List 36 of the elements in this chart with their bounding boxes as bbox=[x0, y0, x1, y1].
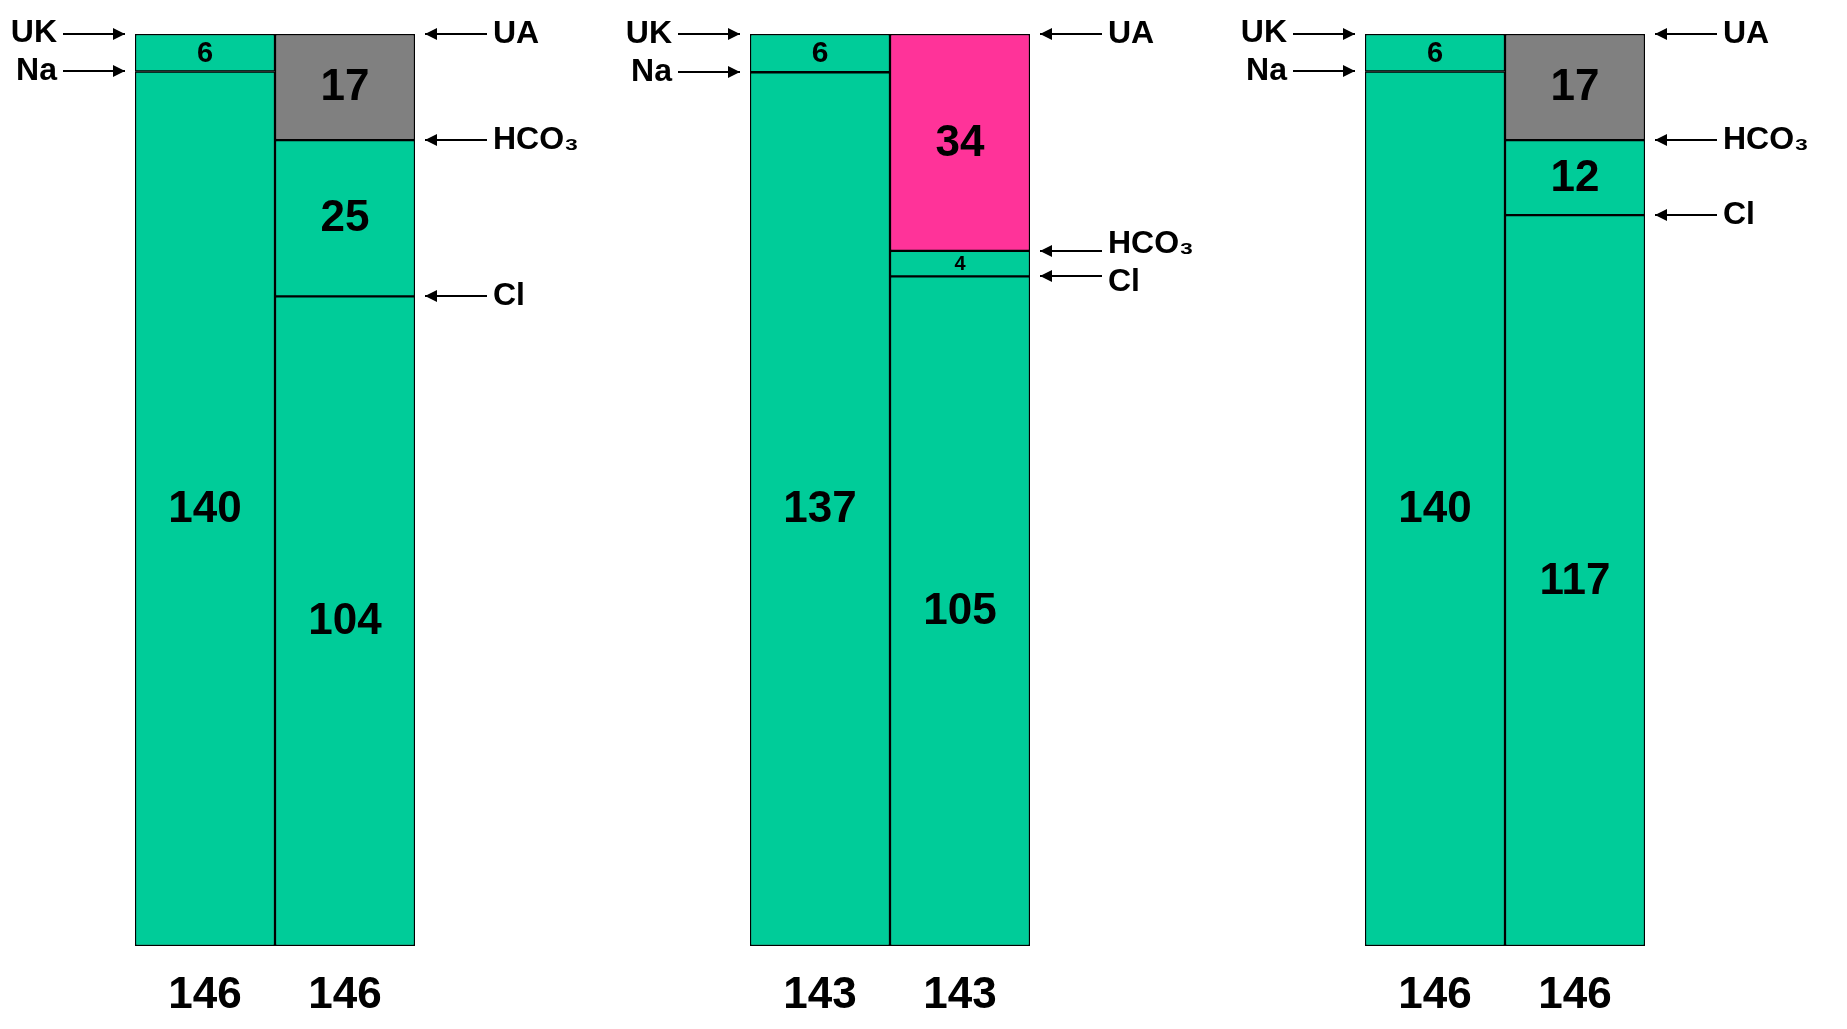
text: Cl bbox=[493, 275, 525, 312]
data-label: 117 bbox=[1539, 553, 1611, 603]
data-label: 4 bbox=[954, 252, 967, 275]
data-label: 17 bbox=[1550, 60, 1600, 110]
text: UK bbox=[625, 13, 672, 50]
text: UA bbox=[1723, 13, 1770, 50]
data-label: 34 bbox=[935, 115, 985, 165]
text: UA bbox=[493, 13, 540, 50]
text: UK bbox=[10, 13, 57, 50]
data-label: 6 bbox=[196, 35, 214, 68]
text: Cl bbox=[1108, 262, 1140, 299]
text: UK bbox=[1240, 13, 1287, 50]
text: Na bbox=[1246, 51, 1288, 88]
data-label: 105 bbox=[923, 584, 997, 634]
text: Na bbox=[631, 51, 673, 88]
data-label: 137 bbox=[783, 482, 857, 532]
data-label: 12 bbox=[1550, 150, 1600, 200]
text: HCO₃ bbox=[1723, 119, 1809, 156]
total-label: 143 bbox=[923, 968, 997, 1018]
text: UA bbox=[1108, 13, 1155, 50]
text: Na bbox=[16, 51, 58, 88]
total-label: 146 bbox=[1538, 968, 1612, 1018]
total-label: 143 bbox=[783, 968, 857, 1018]
data-label: 17 bbox=[320, 60, 370, 110]
total-label: 146 bbox=[308, 968, 382, 1018]
text: Cl bbox=[1723, 194, 1755, 231]
data-label: 104 bbox=[308, 594, 383, 644]
data-label: 140 bbox=[168, 481, 242, 531]
data-label: 140 bbox=[1398, 481, 1472, 531]
text: HCO₃ bbox=[1108, 224, 1194, 261]
total-label: 146 bbox=[168, 968, 242, 1018]
data-label: 6 bbox=[1426, 35, 1444, 68]
data-label: 6 bbox=[811, 35, 829, 69]
text: HCO₃ bbox=[493, 119, 579, 156]
data-label: 25 bbox=[320, 191, 370, 241]
total-label: 146 bbox=[1398, 968, 1472, 1018]
